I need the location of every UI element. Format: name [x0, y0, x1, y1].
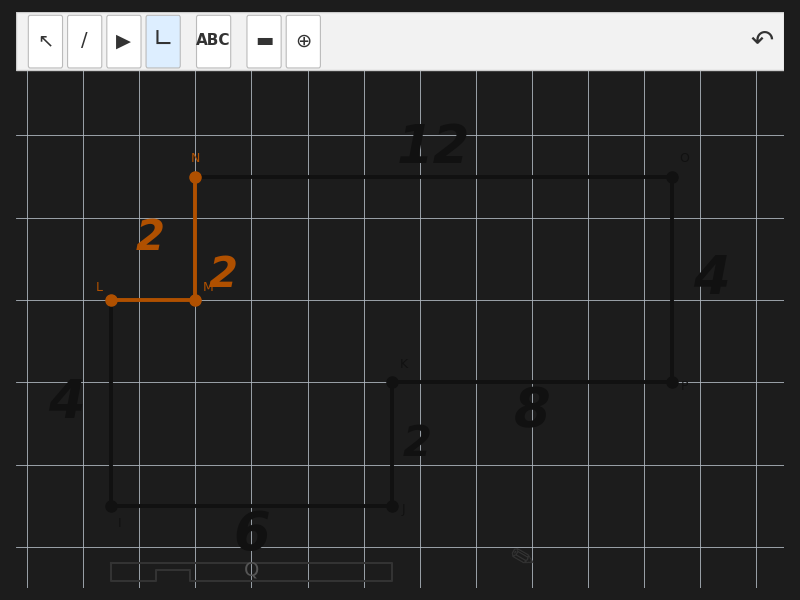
Text: Q: Q [244, 560, 259, 580]
FancyBboxPatch shape [107, 15, 141, 68]
Text: ABC: ABC [196, 33, 231, 48]
Text: 2: 2 [209, 254, 238, 296]
Bar [16, 12, 784, 70]
FancyBboxPatch shape [67, 15, 102, 68]
Text: ⊕: ⊕ [295, 31, 311, 50]
Text: ▶: ▶ [117, 31, 131, 50]
Text: /: / [82, 31, 88, 50]
FancyBboxPatch shape [28, 15, 62, 68]
Text: 8: 8 [514, 385, 550, 437]
Text: ▬: ▬ [255, 31, 274, 50]
Text: L: L [95, 281, 102, 294]
Text: 2: 2 [402, 423, 431, 465]
Text: P: P [681, 380, 688, 393]
FancyBboxPatch shape [146, 15, 180, 68]
FancyBboxPatch shape [197, 15, 230, 68]
FancyBboxPatch shape [247, 15, 281, 68]
Text: ↖: ↖ [38, 31, 54, 50]
Text: M: M [202, 281, 213, 294]
Text: 2: 2 [136, 217, 165, 259]
Text: O: O [679, 152, 689, 165]
Text: ↶: ↶ [750, 27, 774, 55]
Text: 4: 4 [48, 377, 85, 429]
Text: I: I [118, 517, 122, 530]
Text: 12: 12 [397, 122, 470, 174]
Text: ✏: ✏ [502, 540, 539, 578]
Text: K: K [400, 358, 408, 371]
FancyBboxPatch shape [286, 15, 320, 68]
Text: 4: 4 [693, 253, 730, 305]
Text: N: N [190, 152, 200, 165]
Text: 6: 6 [233, 509, 270, 560]
Text: J: J [402, 503, 406, 517]
Text: ∟: ∟ [153, 29, 174, 53]
